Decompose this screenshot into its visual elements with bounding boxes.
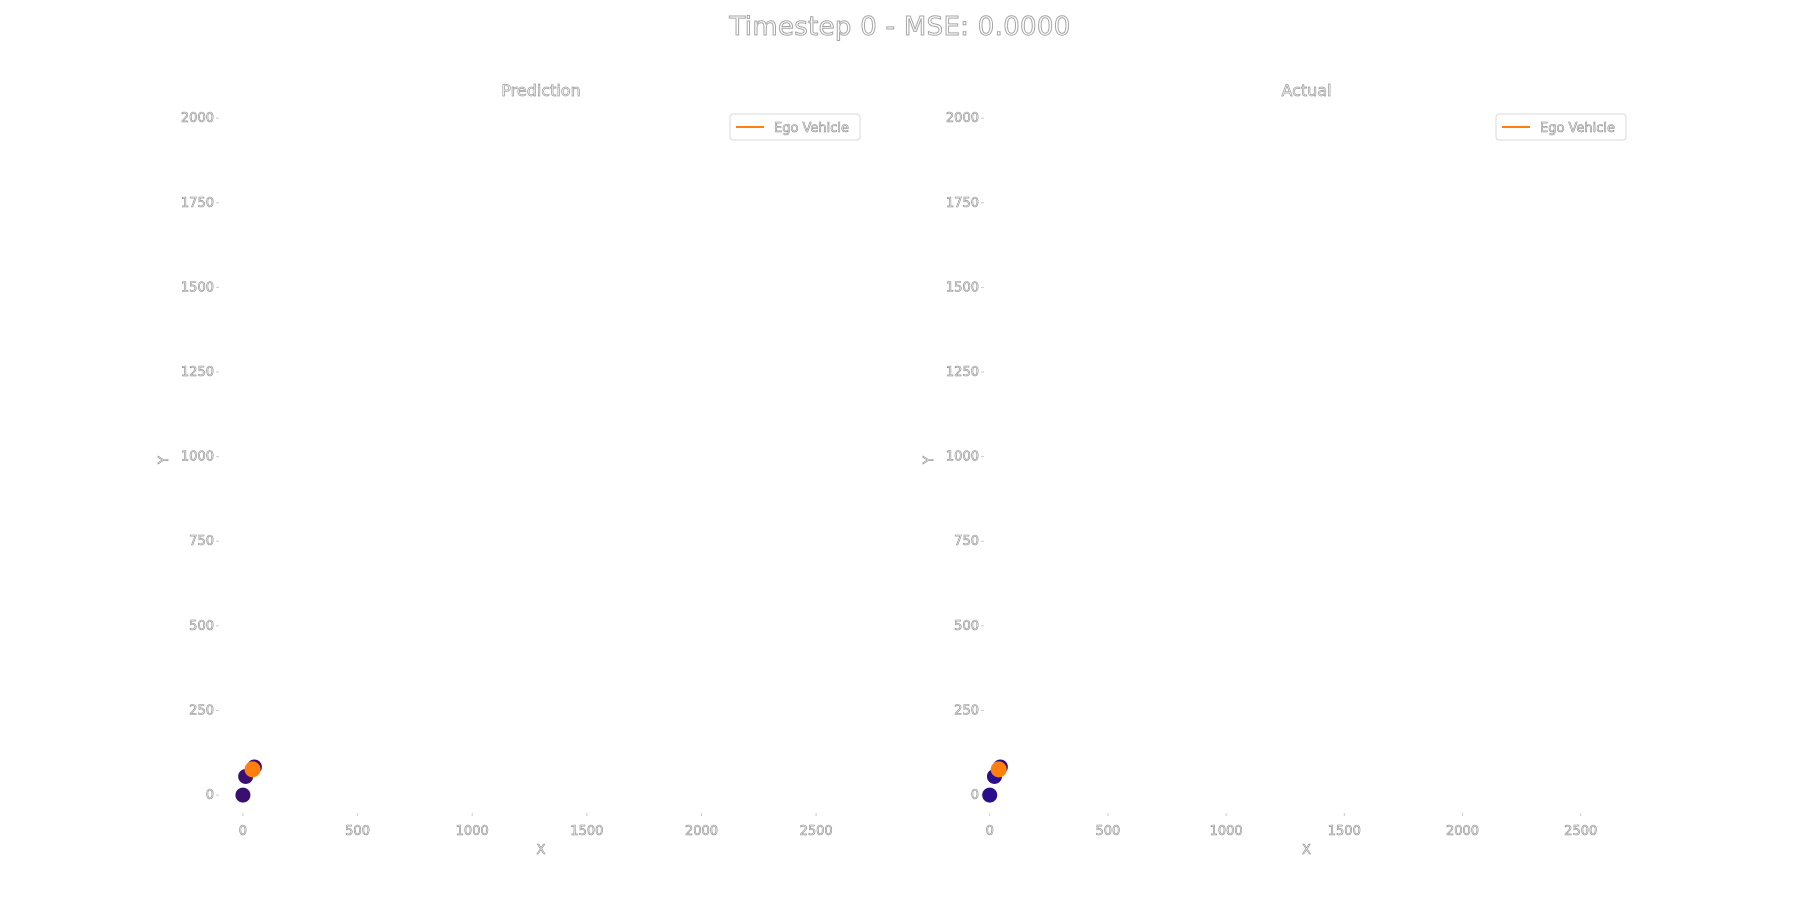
x-tick-label: 0 [986, 824, 994, 839]
y-axis-label: Y [157, 456, 172, 465]
x-tick-label: 0 [239, 824, 247, 839]
vehicle-point [235, 787, 251, 803]
panel-title: Prediction [501, 81, 580, 100]
x-tick-label: 500 [1096, 824, 1121, 839]
x-tick-label: 1000 [456, 824, 489, 839]
x-tick-label: 2500 [1564, 824, 1597, 839]
legend-label: Ego Vehicle [1540, 121, 1615, 136]
ego-vehicle-point [990, 761, 1007, 778]
legend: Ego Vehicle [1495, 113, 1627, 141]
y-tick-label: 2000 [946, 111, 979, 126]
panel-title: Actual [1281, 81, 1331, 100]
chart-panel-1: Prediction 0 250 500 750 1000 1250 1500 1750 2000… [157, 81, 861, 858]
legend-box [729, 113, 861, 141]
x-tick-label: 1500 [570, 824, 603, 839]
x-tick-label: 2000 [1446, 824, 1479, 839]
y-tick-label: 1250 [946, 365, 979, 380]
y-tick-label: 750 [954, 534, 979, 549]
x-tick-label: 1500 [1328, 824, 1361, 839]
x-axis-label: X [537, 843, 546, 858]
y-tick-label: 1500 [181, 280, 214, 295]
y-tick-label: 0 [206, 788, 214, 803]
legend: Ego Vehicle [729, 113, 861, 141]
y-tick-label: 1750 [181, 196, 214, 211]
y-tick-label: 500 [954, 619, 979, 634]
vehicle-point [982, 787, 998, 803]
legend-box [1495, 113, 1627, 141]
x-tick-label: 2500 [800, 824, 833, 839]
x-axis-label: X [1302, 843, 1311, 858]
legend-label: Ego Vehicle [774, 121, 849, 136]
y-tick-label: 1500 [946, 280, 979, 295]
chart-panel-2: Actual 0 250 500 750 1000 1250 1500 1750 2000 0 500… [922, 81, 1627, 858]
y-tick-label: 250 [954, 703, 979, 718]
ego-vehicle-point [244, 761, 261, 778]
figure-title: Timestep 0 - MSE: 0.0000 [729, 12, 1071, 43]
x-tick-label: 2000 [685, 824, 718, 839]
y-axis-label: Y [922, 456, 937, 465]
x-tick-label: 1000 [1210, 824, 1243, 839]
y-tick-label: 2000 [181, 111, 214, 126]
y-tick-label: 1750 [946, 196, 979, 211]
y-tick-label: 750 [189, 534, 214, 549]
y-tick-label: 1000 [181, 450, 214, 465]
y-tick-label: 1000 [946, 450, 979, 465]
y-tick-label: 250 [189, 703, 214, 718]
x-tick-label: 500 [345, 824, 370, 839]
y-tick-label: 500 [189, 619, 214, 634]
y-tick-label: 1250 [181, 365, 214, 380]
y-tick-label: 0 [971, 788, 979, 803]
